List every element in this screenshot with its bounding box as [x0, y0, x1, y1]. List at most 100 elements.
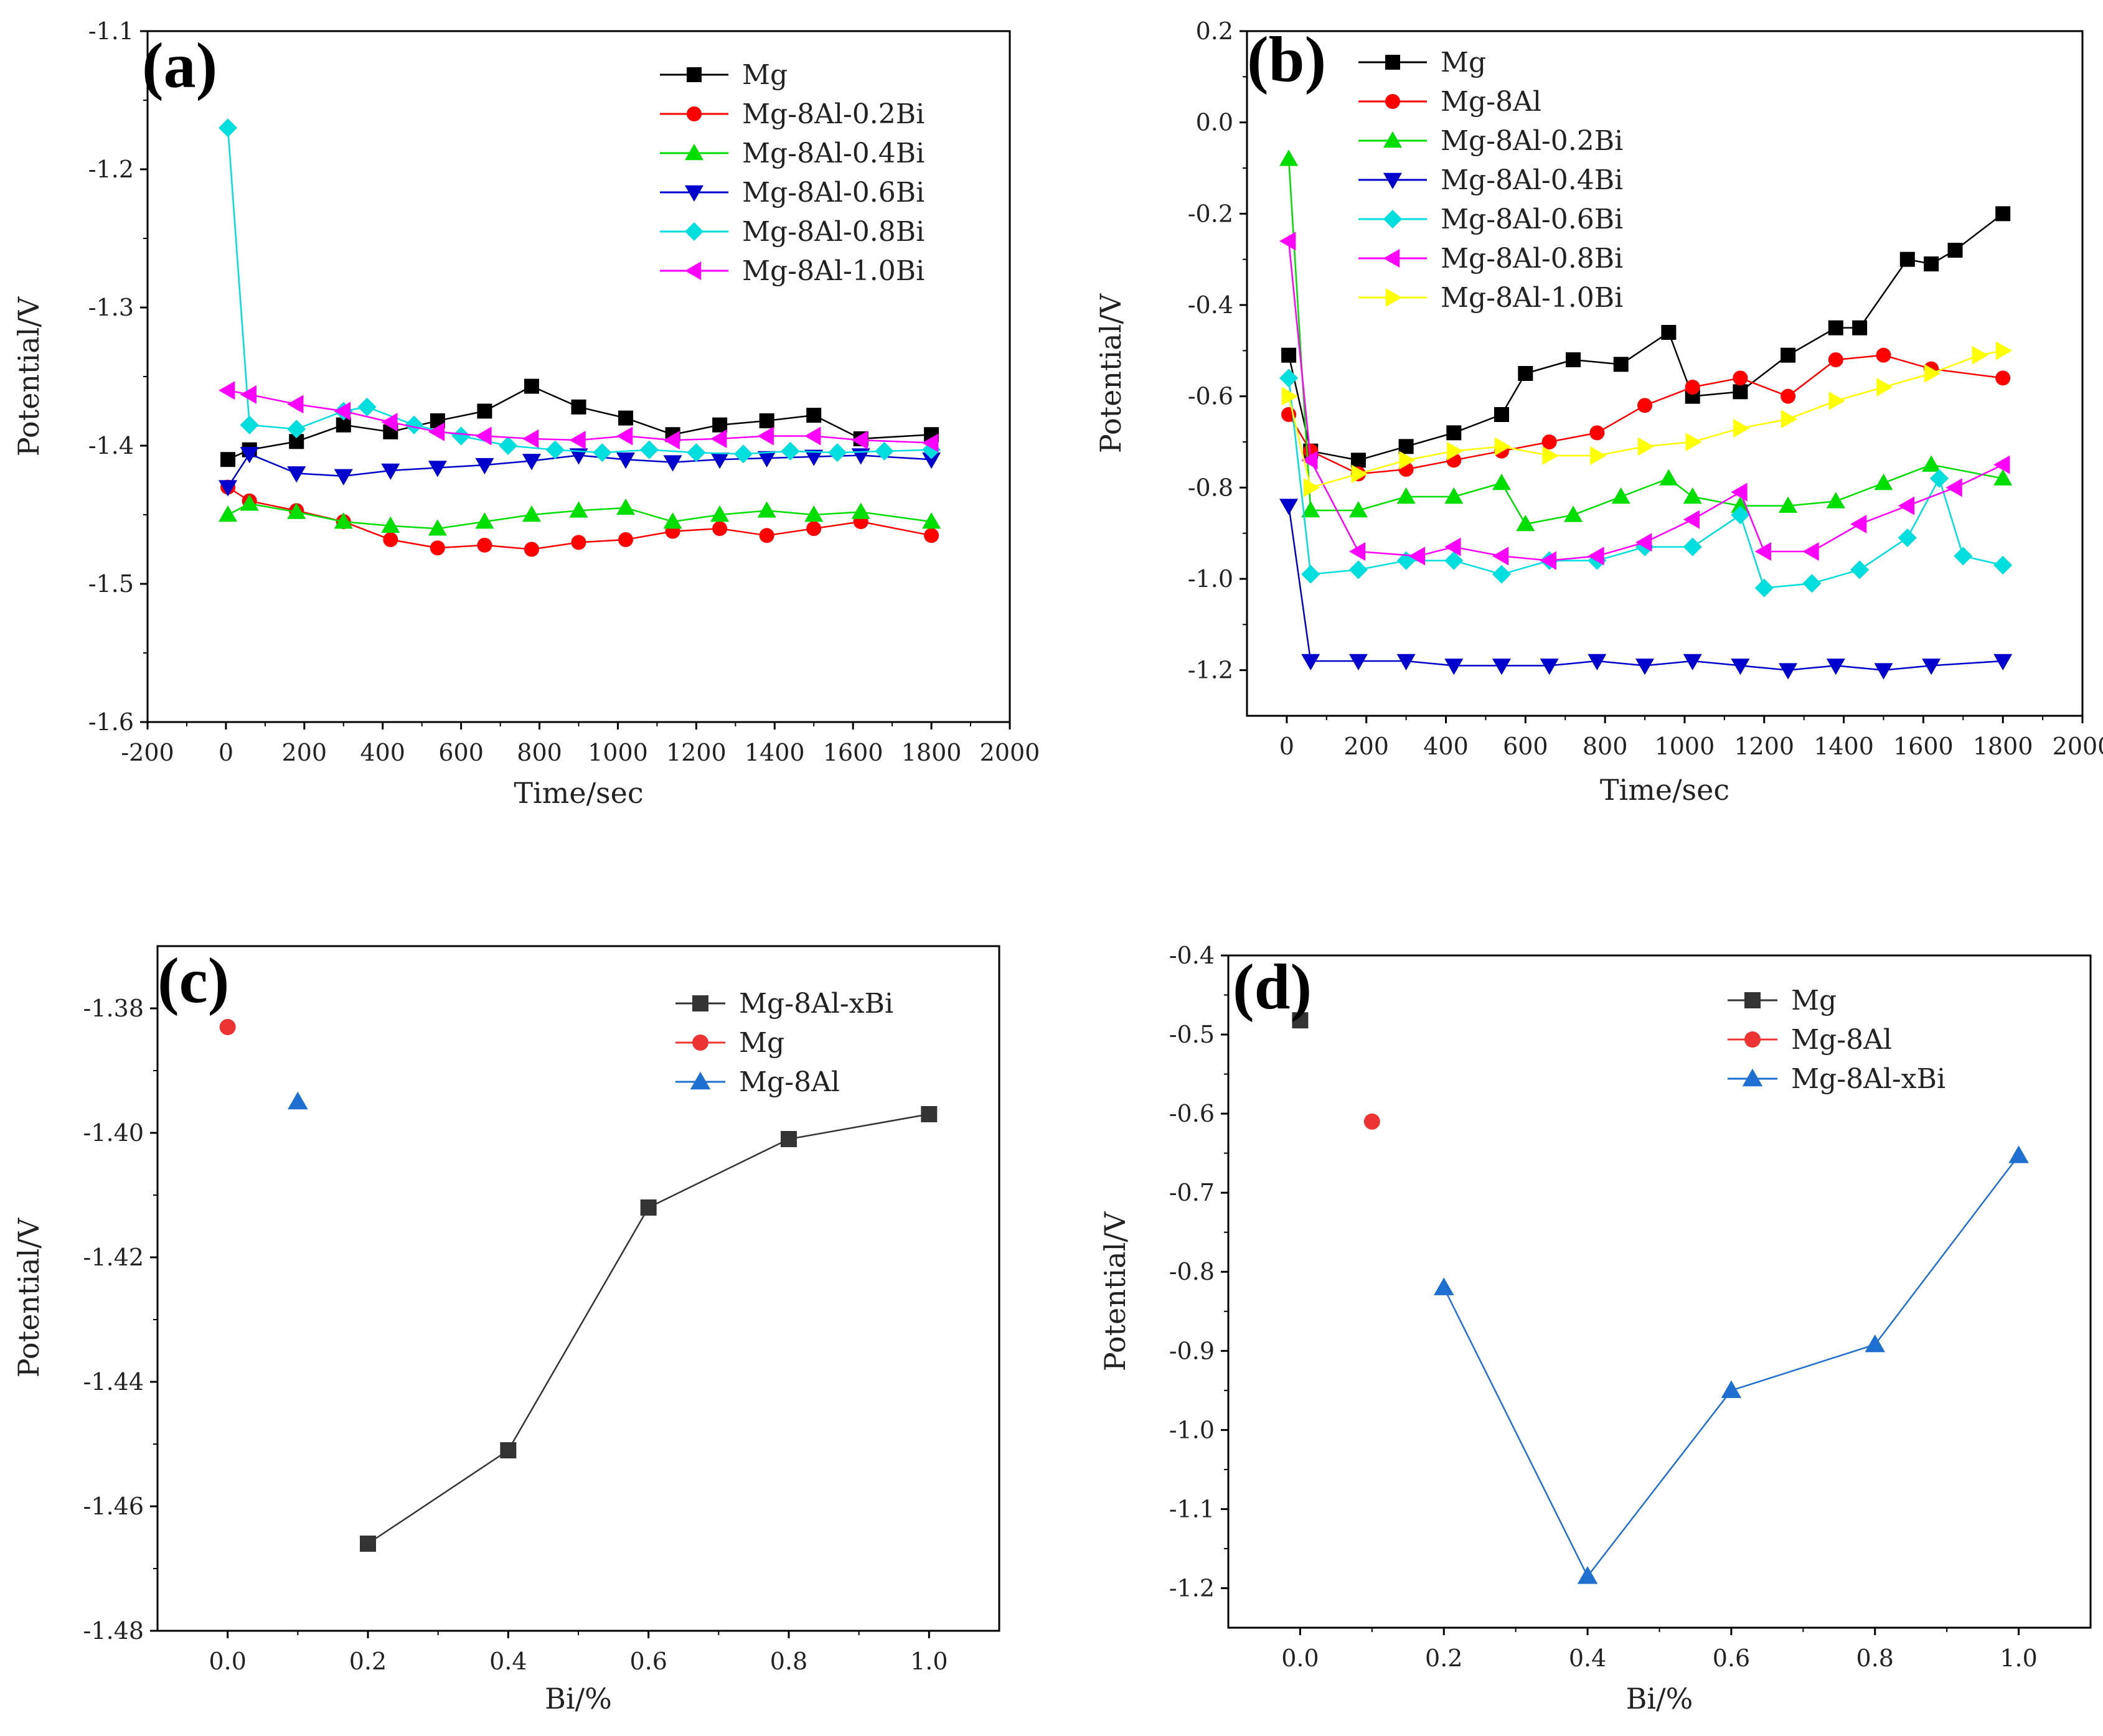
data-point: [640, 1199, 657, 1216]
data-point: [475, 426, 492, 446]
data-point: [288, 1091, 308, 1110]
data-point: [733, 444, 753, 464]
data-point: [712, 521, 728, 537]
data-point: [240, 494, 259, 511]
data-point: [569, 448, 588, 465]
data-point: [1350, 453, 1366, 468]
y-tick-label: -1.46: [83, 1493, 144, 1520]
x-tick-label: 0: [1279, 733, 1294, 760]
x-tick-label: 1.0: [2000, 1645, 2037, 1672]
data-point: [219, 480, 238, 497]
data-point: [921, 1106, 938, 1122]
data-point: [475, 512, 494, 529]
data-point: [1279, 149, 1299, 166]
data-point: [1292, 1012, 1309, 1029]
data-point: [1898, 528, 1917, 547]
data-point: [477, 403, 492, 419]
chart-panel-b: 0 200 400 600 800 1000 1200 1400 1600 1800 2000 -1.…: [1094, 17, 2103, 807]
data-point: [220, 452, 236, 467]
legend-label: Mg-8Al-xBi: [739, 988, 893, 1020]
legend-label: Mg: [739, 1027, 784, 1059]
x-tick-label: 1400: [1814, 733, 1874, 760]
data-point: [1408, 547, 1426, 566]
legend-label: Mg-8Al-0.8Bi: [742, 216, 924, 248]
data-point: [1995, 206, 2011, 222]
legend-marker: [685, 261, 702, 280]
data-point: [1828, 352, 1843, 367]
data-point: [569, 501, 588, 518]
x-tick-label: 1800: [1973, 733, 2033, 760]
series-line: [227, 502, 932, 530]
data-point: [663, 512, 682, 529]
y-tick-label: -1.0: [1169, 1416, 1215, 1443]
data-point: [1865, 1334, 1885, 1353]
data-point: [1924, 364, 1941, 383]
legend-label: Mg-8Al-xBi: [1791, 1063, 1945, 1095]
data-point: [1588, 547, 1604, 566]
plot-frame: [156, 945, 1000, 1632]
x-tick-label: 0.6: [1713, 1645, 1750, 1672]
data-point: [357, 397, 377, 416]
data-point: [804, 505, 824, 522]
legend-marker: [690, 1071, 711, 1090]
legend-label: Mg-8Al-1.0Bi: [742, 255, 924, 287]
x-tick-label: 2000: [2053, 733, 2103, 760]
plot-area: [1292, 1012, 2029, 1584]
x-tick-label: 1600: [1893, 733, 1954, 760]
data-point: [1540, 659, 1559, 675]
x-axis-label: Bi/%: [545, 1682, 612, 1715]
x-tick-label: 1400: [745, 739, 805, 766]
x-tick-label: 1200: [1734, 733, 1794, 760]
legend-marker: [692, 995, 708, 1011]
data-point: [477, 537, 492, 553]
data-point: [383, 532, 398, 547]
data-point: [1541, 434, 1557, 449]
data-point: [1637, 398, 1653, 413]
x-tick-label: 1600: [823, 739, 883, 766]
data-point: [922, 512, 941, 529]
data-point: [240, 385, 256, 404]
data-point: [639, 440, 659, 459]
data-point: [616, 452, 636, 469]
data-point: [1518, 366, 1533, 381]
data-point: [618, 532, 634, 547]
data-point: [1685, 433, 1702, 451]
legend-marker: [685, 185, 703, 202]
data-point: [710, 429, 727, 448]
data-point: [663, 431, 680, 450]
series-line: [227, 385, 932, 461]
legend-label: Mg: [742, 59, 788, 91]
data-point: [287, 466, 306, 483]
legend-label: Mg-8Al-1.0Bi: [1441, 282, 1623, 314]
data-point: [757, 501, 776, 518]
data-point: [1281, 387, 1299, 406]
data-point: [524, 378, 539, 394]
data-point: [1731, 505, 1750, 525]
x-axis-label: Bi/%: [1626, 1682, 1693, 1715]
data-point: [1781, 410, 1798, 429]
data-point: [1398, 439, 1414, 454]
legend-label: Mg: [1441, 47, 1486, 78]
panel-label: (d): [1233, 951, 1312, 1023]
data-point: [1733, 370, 1748, 386]
data-point: [806, 408, 822, 423]
y-tick-label: -1.6: [88, 708, 134, 736]
y-tick-label: -0.6: [1169, 1100, 1215, 1127]
legend-label: Mg-8Al-0.6Bi: [742, 177, 924, 209]
legend-label: Mg-8Al: [1441, 86, 1541, 118]
data-point: [219, 118, 238, 138]
data-point: [1279, 232, 1296, 251]
data-point: [1540, 551, 1556, 570]
y-tick-label: -1.5: [88, 570, 134, 598]
x-tick-label: -200: [121, 739, 174, 766]
y-tick-label: 0.0: [1196, 109, 1233, 136]
data-point: [1348, 560, 1368, 579]
data-point: [219, 1019, 236, 1035]
y-tick-label: -1.2: [88, 156, 134, 183]
x-axis-label: Time/sec: [1600, 773, 1729, 807]
legend-label: Mg-8Al: [1791, 1024, 1892, 1056]
x-tick-label: 600: [1503, 733, 1548, 760]
y-tick-label: 0.2: [1196, 17, 1233, 45]
data-point: [1685, 380, 1700, 395]
